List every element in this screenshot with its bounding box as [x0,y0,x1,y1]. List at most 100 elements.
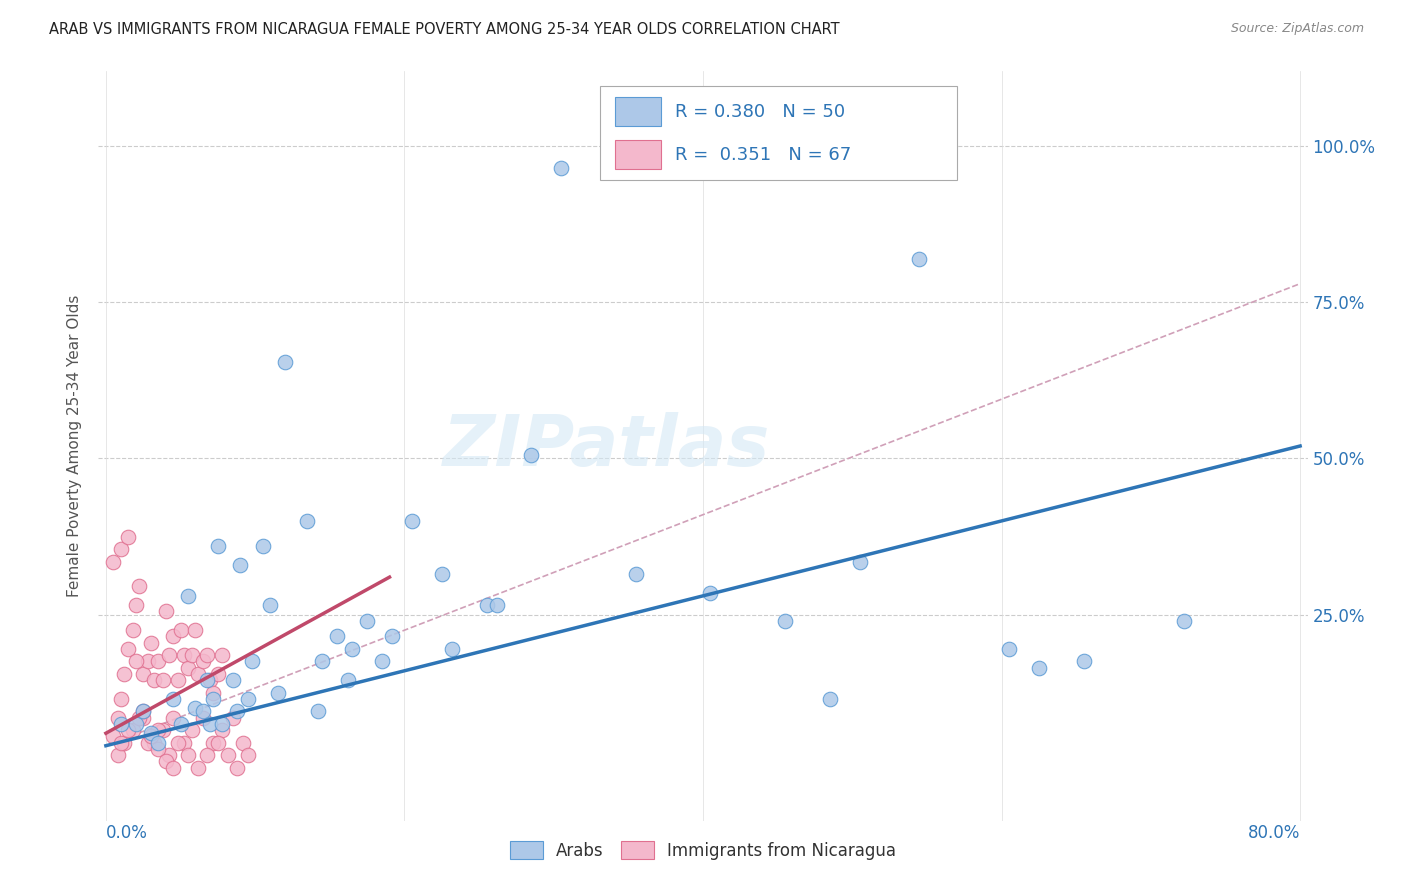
Point [240,655,263,669]
Point [202,686,225,700]
Bar [614,97,661,126]
Point [112,735,135,749]
Point [211,717,233,731]
Point [169,623,191,637]
Point [162,630,184,644]
Point [200,717,222,731]
Point [908,252,931,266]
Point [155,755,177,769]
Point [520,449,543,463]
Point [191,655,214,669]
Point [207,539,229,553]
Point [773,614,796,628]
Point [998,642,1021,657]
Point [441,642,464,657]
Point [177,747,200,762]
Point [146,723,169,737]
Point [259,599,281,613]
Text: R = 0.380   N = 50: R = 0.380 N = 50 [675,103,845,120]
Point [699,586,721,600]
Point [157,648,180,662]
Point [110,717,132,731]
Text: R =  0.351   N = 67: R = 0.351 N = 67 [675,145,852,164]
Point [132,705,155,719]
Point [110,542,132,557]
Point [132,710,155,724]
Y-axis label: Female Poverty Among 25-34 Year Olds: Female Poverty Among 25-34 Year Olds [67,295,83,597]
Point [1073,655,1095,669]
Legend: Arabs, Immigrants from Nicaragua: Arabs, Immigrants from Nicaragua [503,835,903,866]
Point [110,692,132,706]
Point [125,717,148,731]
Point [103,554,125,569]
Point [166,673,188,688]
Point [187,760,209,774]
Point [818,692,841,706]
Point [197,673,219,688]
Point [117,642,139,657]
Point [229,558,252,572]
Point [128,710,150,724]
Point [485,599,508,613]
Point [202,692,225,706]
Point [184,623,207,637]
Point [152,673,174,688]
Point [297,514,319,528]
Point [136,655,159,669]
Point [356,614,378,628]
Point [232,735,254,749]
Point [181,648,204,662]
Point [157,747,180,762]
Point [107,710,129,724]
Point [128,580,150,594]
Point [197,747,219,762]
Point [326,630,349,644]
Point [475,599,498,613]
Point [146,742,169,756]
Point [184,701,207,715]
Point [121,623,143,637]
Point [191,710,214,724]
Point [207,667,229,681]
Point [125,655,148,669]
Point [207,735,229,749]
Text: ZIPatlas: ZIPatlas [443,411,770,481]
Point [266,686,288,700]
Point [146,655,169,669]
Point [191,705,214,719]
Point [152,723,174,737]
Text: 80.0%: 80.0% [1247,824,1301,842]
Point [340,642,363,657]
Point [336,673,359,688]
Text: Source: ZipAtlas.com: Source: ZipAtlas.com [1230,22,1364,36]
Point [139,730,162,744]
Point [197,648,219,662]
Point [173,648,195,662]
Point [550,161,572,176]
Point [624,567,647,582]
Point [155,605,177,619]
Point [381,630,404,644]
Point [136,735,159,749]
Point [226,760,249,774]
Point [200,673,222,688]
Point [187,667,209,681]
Point [103,730,125,744]
Point [146,735,169,749]
Point [311,655,333,669]
Point [217,747,239,762]
Point [132,667,155,681]
Point [274,355,297,369]
Point [371,655,394,669]
Point [211,723,233,737]
Point [125,599,148,613]
Point [110,735,132,749]
Point [117,723,139,737]
Point [166,735,188,749]
Point [848,554,870,569]
Point [252,539,274,553]
Point [117,530,139,544]
Point [1173,614,1195,628]
Point [177,589,200,603]
Point [177,660,200,675]
